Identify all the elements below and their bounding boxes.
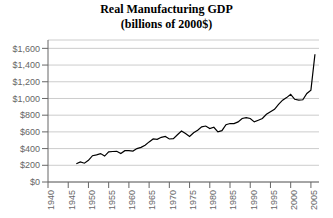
html-text:Real Manufacturing GDP: Real Manufacturing GDP <box>100 2 233 16</box>
svg-text:$1,600: $1,600 <box>12 44 40 54</box>
svg-text:$600: $600 <box>20 127 40 137</box>
svg-text:$1,200: $1,200 <box>12 77 40 87</box>
svg-text:$0: $0 <box>30 177 40 187</box>
svg-text:1985: 1985 <box>228 190 238 210</box>
svg-text:1965: 1965 <box>148 190 158 210</box>
svg-text:$1,400: $1,400 <box>12 60 40 70</box>
svg-text:1940: 1940 <box>46 190 56 210</box>
svg-text:1980: 1980 <box>208 190 218 210</box>
svg-text:1950: 1950 <box>87 190 97 210</box>
svg-text:1975: 1975 <box>188 190 198 210</box>
html-text:(billions of 2000$): (billions of 2000$) <box>120 17 213 31</box>
svg-text:1995: 1995 <box>269 190 279 210</box>
svg-text:$400: $400 <box>20 144 40 154</box>
svg-text:2000: 2000 <box>289 190 299 210</box>
svg-text:$1,000: $1,000 <box>12 94 40 104</box>
svg-text:$800: $800 <box>20 110 40 120</box>
svg-text:1945: 1945 <box>67 190 77 210</box>
svg-text:1970: 1970 <box>168 190 178 210</box>
svg-text:1955: 1955 <box>107 190 117 210</box>
svg-text:$200: $200 <box>20 160 40 170</box>
svg-text:1960: 1960 <box>127 190 137 210</box>
svg-text:2005: 2005 <box>309 190 319 210</box>
svg-text:1990: 1990 <box>249 190 259 210</box>
